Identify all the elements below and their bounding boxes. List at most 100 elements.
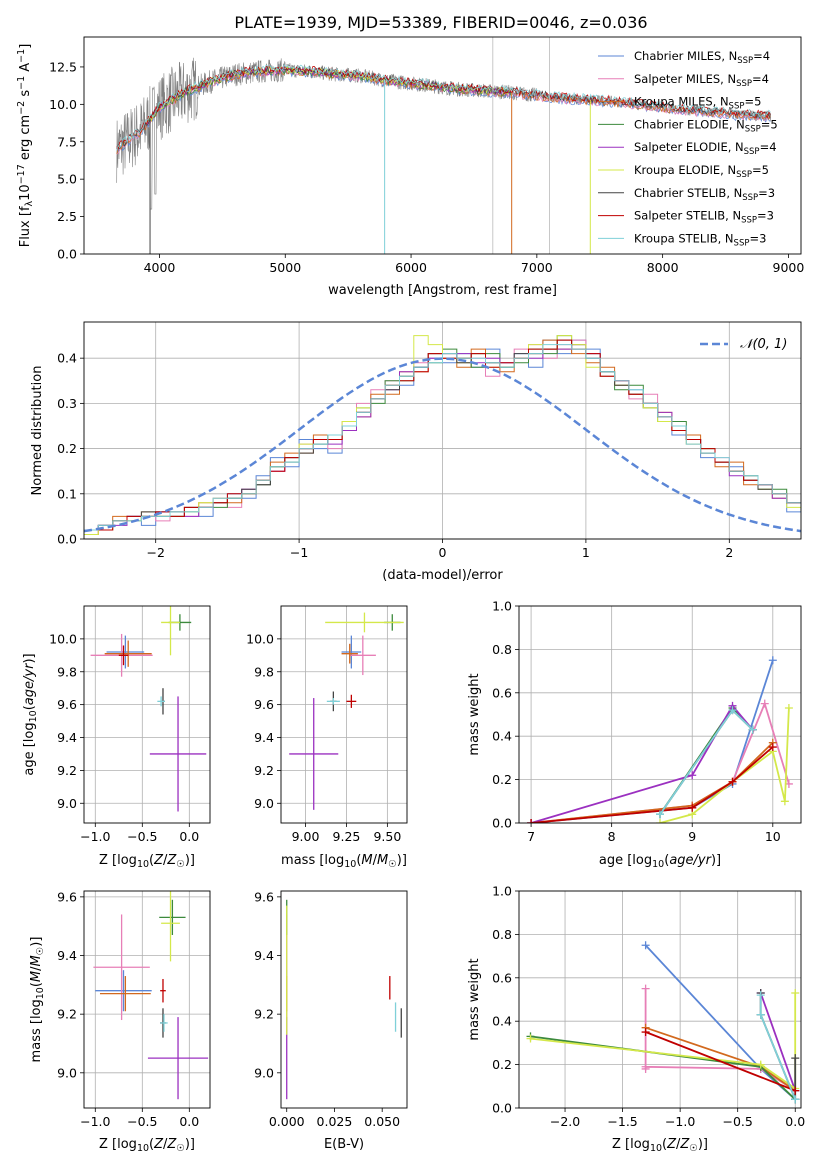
y-tick-label: 0.0 <box>492 1101 512 1116</box>
legend-label: Kroupa MILES, N <box>634 95 729 109</box>
residual-histogram-line <box>84 339 801 531</box>
figure-title: PLATE=1939, MJD=53389, FIBERID=0046, z=0… <box>234 13 647 32</box>
residual-histogram-line <box>84 339 801 531</box>
x-tick-label: 8000 <box>647 260 679 275</box>
legend-entry: Chabrier MILES, NSSP=4 <box>634 49 770 66</box>
panel-residuals: −2 −1 0 1 2 0.0 0.1 0.2 0.3 0.4 𝒩(0, 1) (data-model… <box>30 321 802 583</box>
legend-label: Chabrier MILES, N <box>634 49 737 63</box>
mass-weight-line <box>531 742 774 823</box>
residual-histogram-line <box>84 344 801 531</box>
x-tick-label: 0.025 <box>317 1114 353 1129</box>
y-tick-label: 9.2 <box>57 1007 77 1022</box>
mass-weight-line <box>531 660 774 823</box>
mass-weight-marker <box>756 1060 765 1069</box>
x-tick-label: 0.050 <box>364 1114 400 1129</box>
legend-label: Salpeter STELIB, N <box>634 209 741 223</box>
y-tick-label: 1.0 <box>492 884 512 899</box>
mass-weight-line <box>645 1031 796 1092</box>
y-tick-label: 9.8 <box>254 664 274 679</box>
mass-weight-marker <box>780 797 789 806</box>
x-tick-label: 5000 <box>269 260 301 275</box>
y-tick-label: 10.0 <box>246 631 274 646</box>
legend-entry: Chabrier STELIB, NSSP=3 <box>634 186 775 203</box>
axes-frame <box>83 605 211 824</box>
y-tick-label: 0.0 <box>57 247 77 262</box>
mass-weight-marker <box>768 743 777 752</box>
x-tick-label: 10 <box>765 829 781 844</box>
x-tick-label: −0.5 <box>723 1114 753 1129</box>
x-tick-label: 0.000 <box>269 1114 305 1129</box>
residual-histogram-line <box>84 339 801 535</box>
panel-massweight_vs_Z: −2.0 −1.5 −1.0 −0.5 0.0 0.0 0.2 0.4 0.6 0.8 1.0 Z [… <box>467 884 805 1155</box>
y-tick-label: 1.0 <box>492 599 512 614</box>
panel-age_vs_mass: 9.00 9.25 9.50 9.0 9.2 9.4 9.6 9.8 10.0 mass [log… <box>246 605 408 870</box>
mass-weight-marker <box>791 988 800 997</box>
y-tick-label: 0.0 <box>57 532 77 547</box>
plot-area <box>289 612 404 810</box>
y-tick-label: 10.0 <box>49 631 77 646</box>
x-axis-label: Z [log10(Z/Z☉)] <box>99 1137 195 1154</box>
panel-spectrum: 4000 5000 6000 7000 8000 9000 0.0 2.5 5.0 7.5 10.0… <box>16 36 805 298</box>
mass-weight-marker <box>527 819 536 823</box>
y-tick-label: 9.0 <box>254 796 274 811</box>
legend-label: Kroupa STELIB, N <box>634 231 734 245</box>
x-tick-label: −2.0 <box>550 1114 580 1129</box>
plot-area <box>526 941 800 1104</box>
y-tick-label: 0.1 <box>57 486 77 501</box>
y-axis-label: mass [log10(M/M☉)] <box>29 937 46 1063</box>
plot-area <box>116 37 771 254</box>
y-tick-label: 5.0 <box>57 172 77 187</box>
x-tick-label: 9000 <box>773 260 805 275</box>
x-tick-label: 0.0 <box>179 829 199 844</box>
mass-weight-line <box>531 746 774 823</box>
plot-area <box>90 606 207 812</box>
panel-mass_vs_EBV: 0.000 0.025 0.050 9.0 9.2 9.4 9.6 E(B-V) <box>254 889 408 1152</box>
y-tick-label: 9.4 <box>254 730 274 745</box>
mass-weight-marker <box>748 725 757 734</box>
residual-histogram-line <box>84 339 801 531</box>
y-axis-label: Normed distribution <box>30 366 45 496</box>
panel-massweight_vs_age: 7 8 9 10 0.0 0.2 0.4 0.6 0.8 1.0 age [log10(age/yr… <box>467 599 802 870</box>
x-tick-label: −0.5 <box>127 829 157 844</box>
x-tick-label: 4000 <box>144 260 176 275</box>
y-tick-label: 0.4 <box>57 351 77 366</box>
panel-mass_vs_Z: −1.0 −0.5 0.0 9.0 9.2 9.4 9.6 Z [log10(Z/Z☉)] ma… <box>29 889 211 1154</box>
x-axis-label: (data-model)/error <box>382 568 503 583</box>
legend-entry: Salpeter MILES, NSSP=4 <box>634 72 769 89</box>
mass-weight-marker <box>760 699 769 708</box>
axes-frame <box>83 890 211 1109</box>
y-tick-label: 9.4 <box>254 948 274 963</box>
legend-label: Salpeter ELODIE, N <box>634 140 744 154</box>
y-tick-label: 0.6 <box>492 970 512 985</box>
mass-weight-marker <box>768 656 777 665</box>
mass-weight-marker <box>656 810 664 819</box>
y-tick-label: 12.5 <box>49 59 77 74</box>
y-tick-label: 0.4 <box>492 729 512 744</box>
y-tick-label: 7.5 <box>57 134 77 149</box>
mass-weight-line <box>530 704 754 823</box>
legend-entry: Kroupa STELIB, NSSP=3 <box>634 231 766 248</box>
y-tick-label: 9.0 <box>57 1065 77 1080</box>
panel-age_vs_Z: −1.0 −0.5 0.0 9.0 9.2 9.4 9.6 9.8 10.0 Z [log10(Z… <box>22 605 211 870</box>
legend-label: Salpeter MILES, N <box>634 72 736 86</box>
y-tick-label: 0.2 <box>57 441 77 456</box>
x-tick-label: 9 <box>688 829 696 844</box>
model-spectrum-line <box>116 67 771 155</box>
mass-weight-line <box>530 993 797 1091</box>
legend-label: 𝒩(0, 1) <box>740 337 787 352</box>
x-axis-label: age [log10(age/yr)] <box>599 853 721 870</box>
residual-histogram-line <box>84 335 801 535</box>
normal-distribution-curve <box>84 357 801 533</box>
x-tick-label: 7000 <box>521 260 553 275</box>
legend-label: Kroupa ELODIE, N <box>634 163 736 177</box>
model-spectrum-line <box>116 63 771 151</box>
legend-label: Chabrier STELIB, N <box>634 186 742 200</box>
y-tick-label: 0.3 <box>57 396 77 411</box>
mass-weight-marker <box>656 819 664 823</box>
axes-frame <box>518 605 802 824</box>
axes-frame <box>280 605 408 824</box>
x-axis-label: wavelength [Angstrom, rest frame] <box>328 283 557 298</box>
y-tick-label: 9.6 <box>57 697 77 712</box>
x-tick-label: 9.50 <box>373 829 401 844</box>
